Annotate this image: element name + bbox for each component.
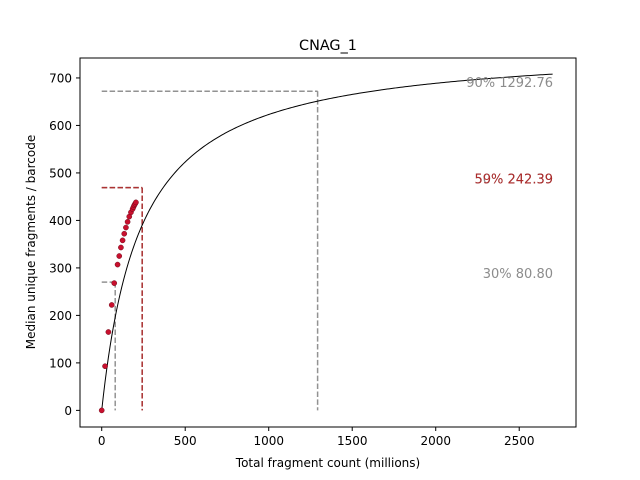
fit-curve — [101, 73, 553, 411]
chart-title: CNAG_1 — [299, 38, 357, 54]
y-tick-label: 400 — [49, 214, 72, 228]
x-tick-label: 0 — [98, 434, 106, 448]
x-tick-label: 1500 — [337, 434, 368, 448]
y-tick-label: 200 — [49, 309, 72, 323]
data-point — [108, 302, 115, 308]
x-tick-label: 500 — [174, 434, 197, 448]
saturation-label-2: 59% 242.39 — [474, 173, 553, 188]
y-tick-label: 700 — [49, 71, 72, 85]
data-point — [121, 230, 128, 237]
y-tick-label: 300 — [49, 261, 72, 275]
x-tick-label: 1000 — [253, 434, 284, 448]
y-tick-label: 100 — [49, 356, 72, 370]
data-point — [119, 237, 126, 244]
data-point — [118, 244, 124, 251]
x-tick-label: 2500 — [504, 434, 535, 448]
y-tick-label: 600 — [49, 119, 72, 133]
data-point — [133, 199, 139, 206]
saturation-label-1: 50% 242.39 — [474, 173, 553, 188]
x-tick-label: 2000 — [420, 434, 451, 448]
x-axis-label: Total fragment count (millions) — [235, 456, 420, 470]
y-tick-label: 500 — [49, 166, 72, 180]
y-axis-label: Median unique fragments / barcode — [24, 135, 38, 349]
data-point — [98, 407, 105, 414]
y-axis: 0 100 200 300 400 500 600 700 — [49, 71, 80, 418]
data-point — [102, 363, 108, 370]
data-point — [111, 280, 118, 286]
data-point — [124, 219, 131, 225]
saturation-label-3: 90% 1292.76 — [466, 76, 553, 91]
data-point — [114, 261, 121, 268]
x-axis: 0 500 1000 1500 2000 2500 — [98, 427, 535, 448]
data-point — [123, 224, 129, 231]
axes-frame — [79, 57, 577, 428]
data-point — [116, 253, 123, 259]
data-point — [105, 329, 112, 335]
y-tick-label: 0 — [64, 404, 72, 418]
saturation-label-0: 30% 80.80 — [483, 267, 553, 282]
